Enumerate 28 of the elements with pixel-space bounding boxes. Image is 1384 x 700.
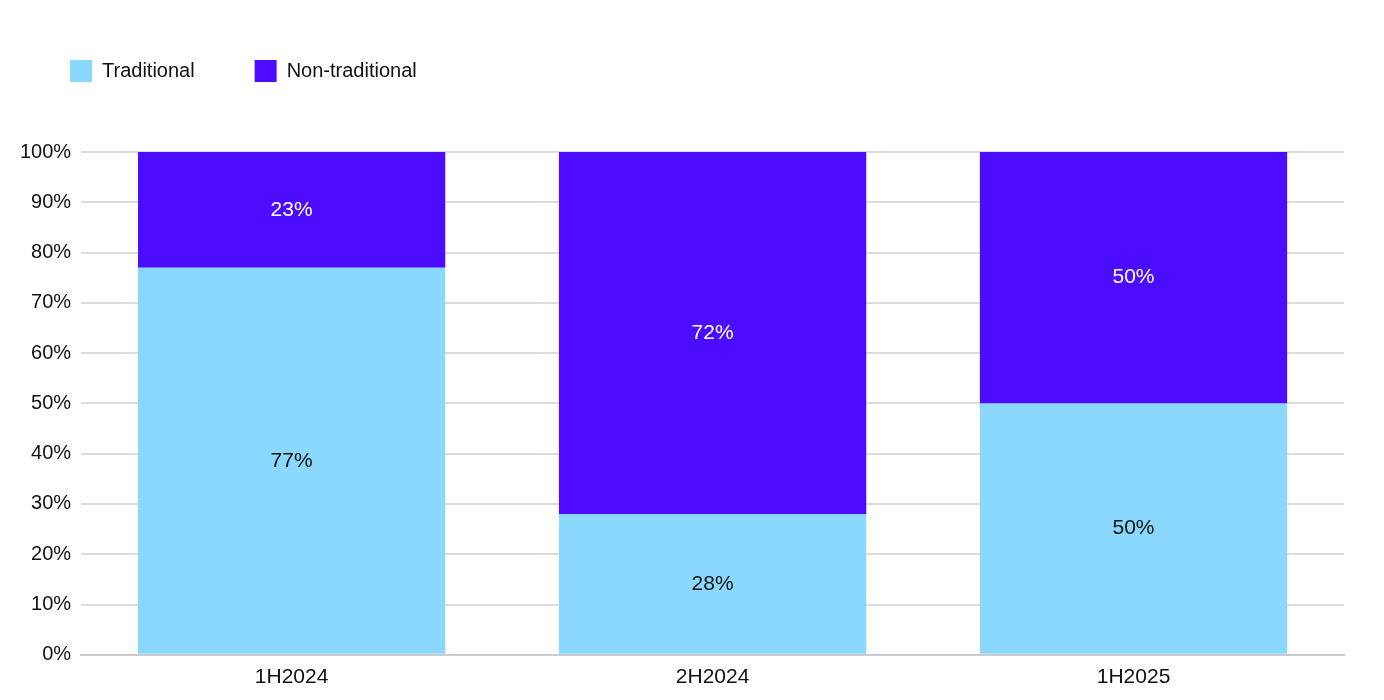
x-tick-label: 1H2024 bbox=[254, 664, 329, 688]
y-tick-label: 100% bbox=[20, 139, 72, 162]
y-tick-label: 0% bbox=[42, 642, 72, 665]
data-label: 50% bbox=[1112, 264, 1155, 288]
y-tick-label: 10% bbox=[31, 592, 72, 615]
x-tick-label: 1H2025 bbox=[1096, 664, 1171, 688]
y-tick-label: 90% bbox=[31, 189, 72, 212]
data-label: 77% bbox=[270, 447, 313, 471]
bar bbox=[137, 152, 446, 268]
bar bbox=[558, 152, 867, 515]
y-tick-label: 60% bbox=[31, 340, 72, 363]
y-tick-label: 40% bbox=[31, 441, 72, 464]
y-tick-label: 50% bbox=[31, 390, 72, 413]
bar bbox=[558, 514, 867, 654]
data-label: 50% bbox=[1112, 515, 1155, 539]
y-tick-label: 80% bbox=[31, 240, 72, 263]
bar bbox=[979, 152, 1288, 404]
y-tick-label: 30% bbox=[31, 491, 72, 514]
bar bbox=[137, 267, 446, 654]
legend-label: Non-traditional bbox=[286, 58, 417, 81]
data-label: 28% bbox=[691, 570, 734, 594]
y-tick-label: 20% bbox=[31, 541, 72, 564]
data-label: 23% bbox=[270, 196, 313, 220]
x-tick-label: 2H2024 bbox=[675, 664, 750, 688]
data-label: 72% bbox=[691, 319, 734, 343]
legend-label: Traditional bbox=[102, 58, 195, 81]
y-tick-label: 70% bbox=[31, 290, 72, 313]
bar bbox=[979, 403, 1288, 654]
